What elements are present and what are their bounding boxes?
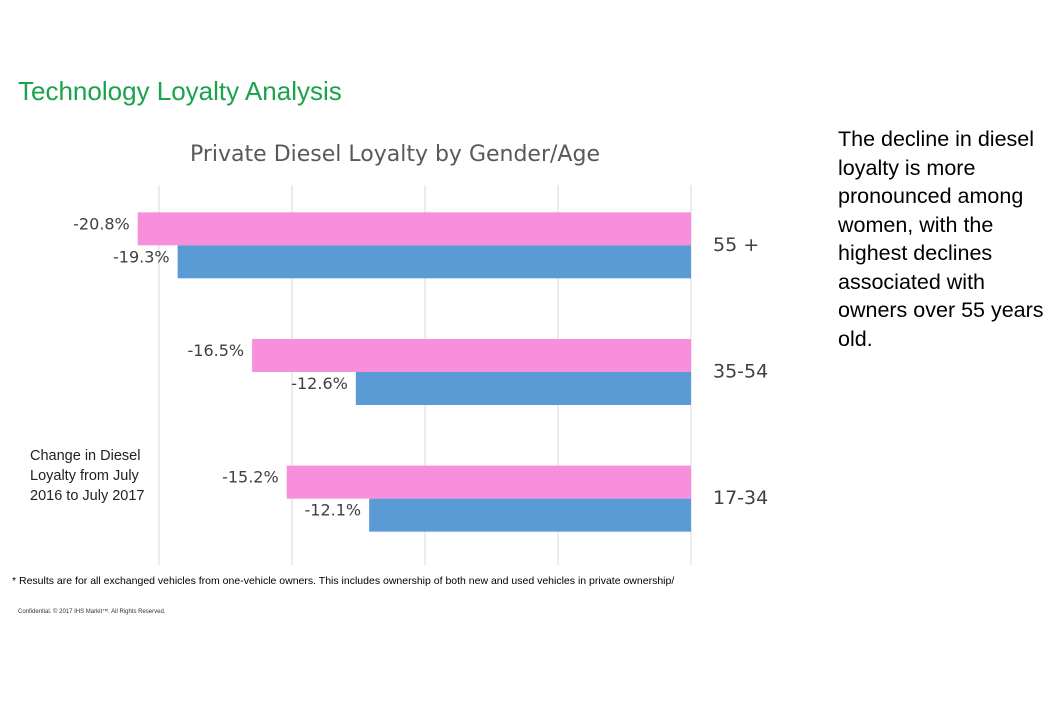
value-label: -16.5% (187, 341, 244, 360)
copyright: Confidential. © 2017 IHS Markit™. All Ri… (18, 609, 166, 615)
value-label: -12.6% (291, 374, 348, 393)
value-label: -12.1% (305, 501, 362, 520)
footnote: * Results are for all exchanged vehicles… (12, 575, 675, 587)
bar (177, 245, 691, 279)
bar (369, 498, 691, 532)
chart: Private Diesel Loyalty by Gender/Age 55 … (73, 142, 768, 565)
category-label: 35-54 (713, 361, 768, 383)
value-label: -20.8% (73, 214, 130, 233)
category-label: 17-34 (713, 487, 768, 509)
category-label: 55 + (713, 234, 759, 256)
page-title: Technology Loyalty Analysis (18, 76, 342, 106)
bar (355, 372, 691, 405)
value-label: -15.2% (222, 468, 279, 487)
bar (286, 465, 691, 499)
side-note: The decline in diesel loyalty is more pr… (838, 127, 1044, 351)
bar (137, 212, 692, 246)
chart-title: Private Diesel Loyalty by Gender/Age (190, 142, 600, 167)
annotation: Change in Diesel Loyalty from July 2016 … (30, 448, 145, 504)
value-label: -19.3% (113, 247, 170, 266)
bar (252, 339, 691, 372)
